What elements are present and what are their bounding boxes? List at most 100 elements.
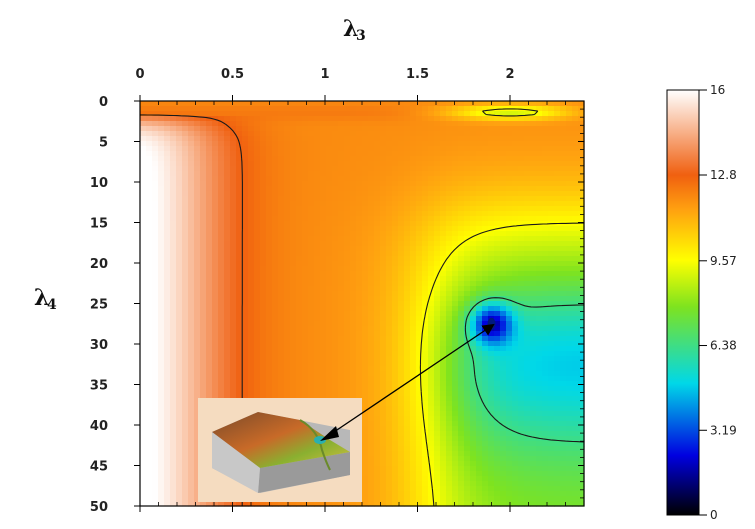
heatmap-cell bbox=[494, 326, 501, 332]
heatmap-cell bbox=[182, 341, 189, 347]
heatmap-cell bbox=[470, 261, 477, 267]
heatmap-cell bbox=[332, 146, 339, 152]
heatmap-cell bbox=[248, 226, 255, 232]
heatmap-cell bbox=[314, 141, 321, 147]
heatmap-cell bbox=[476, 451, 483, 457]
heatmap-cell bbox=[440, 221, 447, 227]
heatmap-cell bbox=[368, 431, 375, 437]
heatmap-cell bbox=[392, 196, 399, 202]
heatmap-cell bbox=[212, 161, 219, 167]
heatmap-cell bbox=[386, 201, 393, 207]
heatmap-cell bbox=[224, 276, 231, 282]
heatmap-cell bbox=[278, 386, 285, 392]
heatmap-cell bbox=[422, 341, 429, 347]
heatmap-cell bbox=[278, 151, 285, 157]
heatmap-cell bbox=[302, 196, 309, 202]
heatmap-cell bbox=[320, 311, 327, 317]
heatmap-cell bbox=[230, 366, 237, 372]
heatmap-cell bbox=[146, 251, 153, 257]
heatmap-cell bbox=[266, 381, 273, 387]
heatmap-cell bbox=[320, 391, 327, 397]
heatmap-cell bbox=[410, 461, 417, 467]
heatmap-cell bbox=[266, 221, 273, 227]
heatmap-cell bbox=[452, 296, 459, 302]
heatmap-cell bbox=[254, 381, 261, 387]
heatmap-cell bbox=[224, 111, 231, 117]
heatmap-cell bbox=[398, 101, 405, 107]
heatmap-cell bbox=[488, 131, 495, 137]
heatmap-cell bbox=[476, 341, 483, 347]
heatmap-cell bbox=[482, 236, 489, 242]
heatmap-cell bbox=[434, 216, 441, 222]
heatmap-cell bbox=[278, 311, 285, 317]
heatmap-cell bbox=[416, 486, 423, 492]
heatmap-cell bbox=[368, 201, 375, 207]
heatmap-cell bbox=[374, 386, 381, 392]
heatmap-cell bbox=[242, 346, 249, 352]
heatmap-cell bbox=[248, 186, 255, 192]
heatmap-cell bbox=[392, 426, 399, 432]
heatmap-cell bbox=[500, 141, 507, 147]
heatmap-cell bbox=[368, 146, 375, 152]
heatmap-cell bbox=[218, 156, 225, 162]
heatmap-cell bbox=[476, 301, 483, 307]
heatmap-cell bbox=[152, 426, 159, 432]
heatmap-cell bbox=[398, 471, 405, 477]
heatmap-cell bbox=[398, 221, 405, 227]
heatmap-cell bbox=[446, 311, 453, 317]
heatmap-cell bbox=[410, 101, 417, 107]
heatmap-cell bbox=[458, 281, 465, 287]
heatmap-cell bbox=[158, 376, 165, 382]
heatmap-cell bbox=[170, 186, 177, 192]
heatmap-cell bbox=[380, 471, 387, 477]
heatmap-cell bbox=[398, 456, 405, 462]
heatmap-cell bbox=[410, 296, 417, 302]
heatmap-cell bbox=[392, 381, 399, 387]
heatmap-cell bbox=[296, 331, 303, 337]
heatmap-cell bbox=[506, 341, 513, 347]
heatmap-cell bbox=[500, 186, 507, 192]
heatmap-cell bbox=[482, 146, 489, 152]
heatmap-cell bbox=[170, 196, 177, 202]
heatmap-cell bbox=[278, 171, 285, 177]
heatmap-cell bbox=[422, 476, 429, 482]
heatmap-cell bbox=[146, 121, 153, 127]
heatmap-cell bbox=[308, 136, 315, 142]
heatmap-cell bbox=[254, 386, 261, 392]
heatmap-cell bbox=[380, 141, 387, 147]
heatmap-cell bbox=[350, 166, 357, 172]
heatmap-cell bbox=[398, 291, 405, 297]
heatmap-cell bbox=[368, 291, 375, 297]
heatmap-cell bbox=[224, 191, 231, 197]
heatmap-cell bbox=[302, 261, 309, 267]
heatmap-cell bbox=[404, 431, 411, 437]
heatmap-cell bbox=[452, 291, 459, 297]
heatmap-cell bbox=[152, 256, 159, 262]
heatmap-cell bbox=[140, 246, 147, 252]
heatmap-cell bbox=[410, 306, 417, 312]
heatmap-cell bbox=[326, 271, 333, 277]
heatmap-cell bbox=[266, 151, 273, 157]
heatmap-cell bbox=[482, 476, 489, 482]
heatmap-cell bbox=[500, 351, 507, 357]
heatmap-cell bbox=[374, 466, 381, 472]
heatmap-cell bbox=[410, 251, 417, 257]
heatmap-cell bbox=[398, 451, 405, 457]
heatmap-cell bbox=[278, 126, 285, 132]
heatmap-cell bbox=[434, 486, 441, 492]
heatmap-cell bbox=[272, 176, 279, 182]
heatmap-cell bbox=[458, 361, 465, 367]
heatmap-cell bbox=[284, 231, 291, 237]
heatmap-cell bbox=[218, 166, 225, 172]
heatmap-cell bbox=[368, 326, 375, 332]
heatmap-cell bbox=[374, 431, 381, 437]
heatmap-cell bbox=[158, 421, 165, 427]
heatmap-cell bbox=[296, 296, 303, 302]
heatmap-cell bbox=[362, 101, 369, 107]
heatmap-cell bbox=[494, 216, 501, 222]
heatmap-cell bbox=[182, 406, 189, 412]
heatmap-cell bbox=[452, 356, 459, 362]
heatmap-cell bbox=[368, 271, 375, 277]
heatmap-cell bbox=[482, 501, 489, 507]
heatmap-cell bbox=[482, 356, 489, 362]
